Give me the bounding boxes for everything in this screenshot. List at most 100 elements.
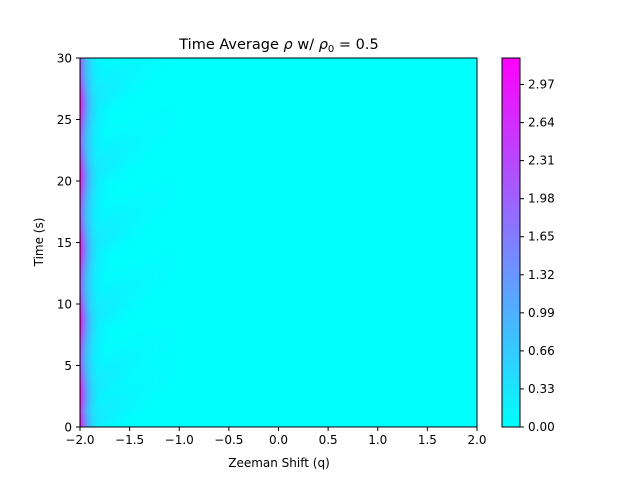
heatmap-cell	[104, 199, 106, 204]
heatmap-cell	[97, 374, 100, 379]
heatmap-cell	[87, 245, 90, 250]
heatmap-cell	[107, 193, 110, 197]
heatmap-cell	[100, 420, 103, 425]
heatmap-cell	[104, 257, 106, 262]
heatmap-cell	[80, 254, 82, 259]
heatmap-cell	[123, 264, 125, 268]
heatmap-cell	[80, 88, 82, 93]
heatmap-cell	[83, 396, 86, 400]
heatmap-cell	[111, 371, 114, 376]
heatmap-cell	[114, 205, 116, 210]
heatmap-cell	[104, 307, 106, 311]
heatmap-cell	[97, 334, 100, 339]
heatmap-cell	[87, 165, 90, 170]
heatmap-cell	[117, 128, 120, 133]
heatmap-cell	[110, 399, 113, 403]
heatmap-cell	[120, 97, 123, 102]
heatmap-cell	[83, 64, 86, 68]
heatmap-cell	[108, 61, 111, 65]
heatmap-cell	[86, 162, 89, 167]
heatmap-cell	[102, 300, 104, 305]
heatmap-cell	[89, 420, 92, 425]
heatmap-cell	[98, 411, 101, 416]
heatmap-cell	[106, 187, 109, 191]
heatmap-cell	[106, 233, 109, 237]
heatmap-cell	[92, 153, 94, 157]
heatmap-cell	[103, 153, 105, 157]
heatmap-cell	[120, 353, 123, 357]
heatmap-cell	[88, 227, 91, 231]
heatmap-cell	[100, 300, 103, 305]
heatmap-cell	[103, 291, 105, 296]
heatmap-cell	[124, 88, 126, 93]
heatmap-cell	[109, 279, 112, 284]
heatmap-cell	[113, 82, 115, 87]
heatmap-cell	[117, 202, 120, 207]
heatmap-cell	[88, 383, 91, 388]
heatmap-cell	[93, 350, 95, 354]
heatmap-cell	[123, 159, 125, 164]
heatmap-cell	[108, 387, 111, 391]
heatmap-cell	[88, 350, 91, 354]
heatmap-cell	[95, 288, 98, 293]
heatmap-cell	[97, 88, 100, 93]
heatmap-cell	[110, 340, 113, 345]
heatmap-cell	[111, 208, 114, 213]
heatmap-cell	[119, 288, 122, 293]
heatmap-cell	[125, 417, 127, 422]
heatmap-cell	[111, 202, 114, 207]
heatmap-cell	[98, 67, 101, 71]
heatmap-cell	[82, 402, 84, 407]
heatmap-cell	[124, 205, 126, 210]
heatmap-cell	[111, 153, 114, 157]
heatmap-cell	[83, 316, 86, 320]
heatmap-cell	[98, 174, 101, 179]
heatmap-cell	[92, 350, 94, 354]
heatmap-cell	[95, 76, 98, 81]
heatmap-cell	[81, 297, 83, 302]
heatmap-cell	[80, 420, 82, 425]
heatmap-cell	[118, 267, 121, 271]
heatmap-cell	[91, 251, 93, 256]
heatmap-cell	[125, 131, 127, 136]
heatmap-cell	[113, 288, 115, 293]
heatmap-cell	[111, 402, 114, 407]
heatmap-cell	[87, 365, 90, 370]
heatmap-cell	[103, 294, 105, 299]
heatmap-cell	[91, 64, 93, 68]
heatmap-cell	[115, 230, 117, 234]
heatmap-cell	[115, 340, 117, 345]
heatmap-cell	[82, 316, 84, 320]
heatmap-cell	[92, 220, 94, 225]
heatmap-cell	[94, 137, 97, 142]
heatmap-cell	[117, 282, 120, 287]
heatmap-cell	[104, 362, 106, 367]
heatmap-cell	[107, 383, 110, 388]
heatmap-cell	[80, 304, 82, 308]
heatmap-cell	[106, 227, 109, 231]
heatmap-cell	[108, 343, 111, 348]
heatmap-cell	[94, 279, 97, 284]
heatmap-cell	[88, 107, 91, 111]
heatmap-cell	[107, 128, 110, 133]
heatmap-cell	[98, 91, 101, 96]
heatmap-cell	[91, 220, 93, 225]
heatmap-cell	[120, 242, 123, 247]
heatmap-cell	[117, 131, 120, 136]
heatmap-cell	[88, 88, 91, 93]
heatmap-cell	[123, 58, 125, 62]
heatmap-cell	[108, 88, 111, 93]
heatmap-cell	[97, 316, 100, 320]
heatmap-cell	[115, 313, 117, 317]
heatmap-cell	[113, 177, 115, 182]
heatmap-cell	[99, 310, 102, 314]
heatmap-cell	[81, 91, 83, 96]
heatmap-cell	[102, 82, 104, 87]
heatmap-cell	[117, 411, 120, 416]
heatmap-cell	[108, 414, 111, 419]
heatmap-cell	[127, 405, 130, 410]
heatmap-cell	[113, 104, 115, 108]
heatmap-cell	[114, 285, 116, 290]
heatmap-cell	[123, 227, 125, 231]
heatmap-cell	[96, 353, 99, 357]
